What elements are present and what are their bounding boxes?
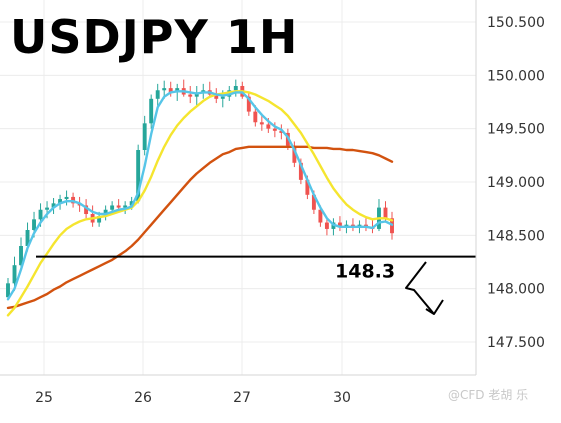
- candle-body-up: [6, 283, 10, 298]
- x-tick-label: 25: [35, 390, 53, 406]
- candle-body-up: [32, 219, 36, 230]
- candle-body-down: [266, 124, 271, 129]
- candle-body-up: [162, 88, 167, 91]
- axes: 150.500 150.000 149.500 149.000 148.500 148.0…: [0, 0, 545, 406]
- candle-body-up: [58, 199, 63, 204]
- candle-body-down: [272, 128, 277, 131]
- candle-body-down: [214, 94, 219, 99]
- candle-body-up: [155, 90, 160, 99]
- grid-lines: [0, 0, 476, 375]
- candle-body-down: [292, 145, 297, 163]
- candle-body-up: [142, 123, 147, 150]
- candle-body-down: [259, 122, 264, 125]
- candle-body-up: [136, 150, 141, 202]
- candle-body-down: [116, 205, 121, 208]
- candle-body-down: [188, 94, 193, 97]
- y-tick-label: 147.500: [487, 335, 545, 351]
- candle-body-up: [149, 98, 154, 124]
- chart-title: USDJPY 1H: [10, 10, 299, 64]
- candle-body-up: [123, 205, 128, 208]
- candle-body-down: [311, 194, 316, 210]
- candle-body-up: [110, 205, 115, 210]
- candle-body-up: [38, 209, 43, 220]
- candle-body-down: [324, 222, 329, 229]
- support-level-label: 148.3: [335, 261, 395, 283]
- candle-body-up: [64, 196, 69, 200]
- down-arrow-head: [425, 299, 444, 315]
- candle-body-down: [279, 130, 284, 133]
- candle-body-down: [318, 209, 323, 223]
- y-tick-label: 149.500: [487, 122, 545, 138]
- y-tick-label: 149.000: [487, 175, 545, 191]
- x-tick-label: 27: [233, 390, 251, 406]
- candle-body-down: [84, 205, 89, 214]
- candle-body-up: [220, 96, 225, 99]
- candle-body-down: [253, 111, 258, 123]
- candle-body-down: [305, 179, 310, 195]
- candle-body-up: [12, 265, 17, 284]
- x-tick-label: 26: [134, 390, 152, 406]
- y-tick-label: 150.000: [487, 68, 545, 84]
- candle-body-up: [233, 86, 238, 91]
- candle-body-up: [25, 230, 30, 246]
- moving-averages: [6, 90, 394, 317]
- y-tick-label: 148.000: [487, 282, 545, 298]
- x-tick-label: 30: [333, 390, 351, 406]
- y-tick-label: 148.500: [487, 228, 545, 244]
- fast-moving-average-line: [6, 90, 394, 301]
- candle-body-up: [51, 203, 56, 208]
- candle-body-up: [19, 246, 23, 266]
- candle-body-down: [337, 222, 342, 227]
- watermark: @CFD 老胡 乐: [448, 388, 529, 402]
- candle-body-down: [246, 96, 251, 112]
- y-tick-label: 150.500: [487, 15, 545, 31]
- candle-body-down: [298, 162, 303, 180]
- mid-moving-average-line: [6, 90, 394, 317]
- candle-body-up: [97, 216, 102, 223]
- candle-body-up: [45, 207, 50, 210]
- candle-body-down: [168, 88, 173, 93]
- candle-body-up: [129, 201, 134, 206]
- slow-moving-average-line: [6, 145, 394, 310]
- candle-body-down: [383, 207, 388, 219]
- support-level: 148.3: [36, 255, 476, 315]
- down-arrow-path: [405, 261, 435, 315]
